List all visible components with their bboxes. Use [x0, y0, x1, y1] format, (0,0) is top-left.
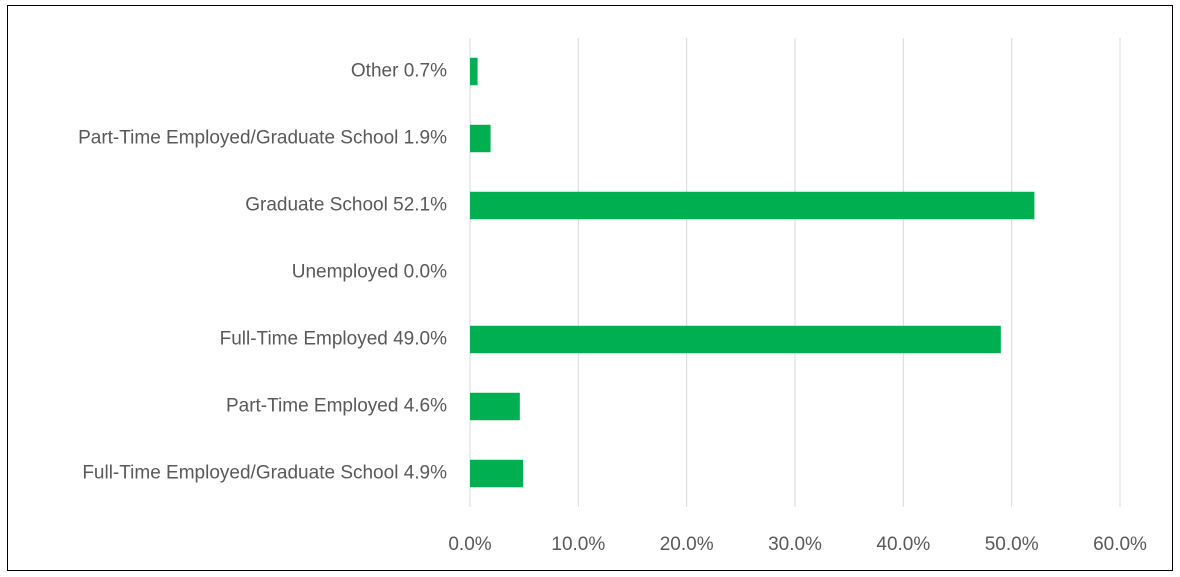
bar	[470, 124, 491, 153]
bar	[470, 57, 478, 86]
x-tick-label: 40.0%	[876, 534, 930, 555]
chart-frame	[7, 5, 1173, 571]
x-tick-label: 30.0%	[768, 534, 822, 555]
category-label: Full-Time Employed 49.0%	[220, 329, 447, 350]
bar	[470, 392, 520, 421]
category-label: Part-Time Employed/Graduate School 1.9%	[78, 128, 447, 149]
x-tick-label: 50.0%	[985, 534, 1039, 555]
bar	[470, 191, 1035, 220]
category-label: Part-Time Employed 4.6%	[226, 396, 447, 417]
x-tick-label: 20.0%	[660, 534, 714, 555]
bar	[470, 325, 1001, 354]
x-tick-label: 0.0%	[448, 534, 491, 555]
bar	[470, 459, 524, 488]
x-tick-label: 60.0%	[1093, 534, 1147, 555]
x-tick-label: 10.0%	[551, 534, 605, 555]
category-label: Other 0.7%	[351, 61, 447, 82]
category-label: Full-Time Employed/Graduate School 4.9%	[82, 463, 447, 484]
category-label: Graduate School 52.1%	[245, 195, 447, 216]
category-label: Unemployed 0.0%	[292, 262, 447, 283]
